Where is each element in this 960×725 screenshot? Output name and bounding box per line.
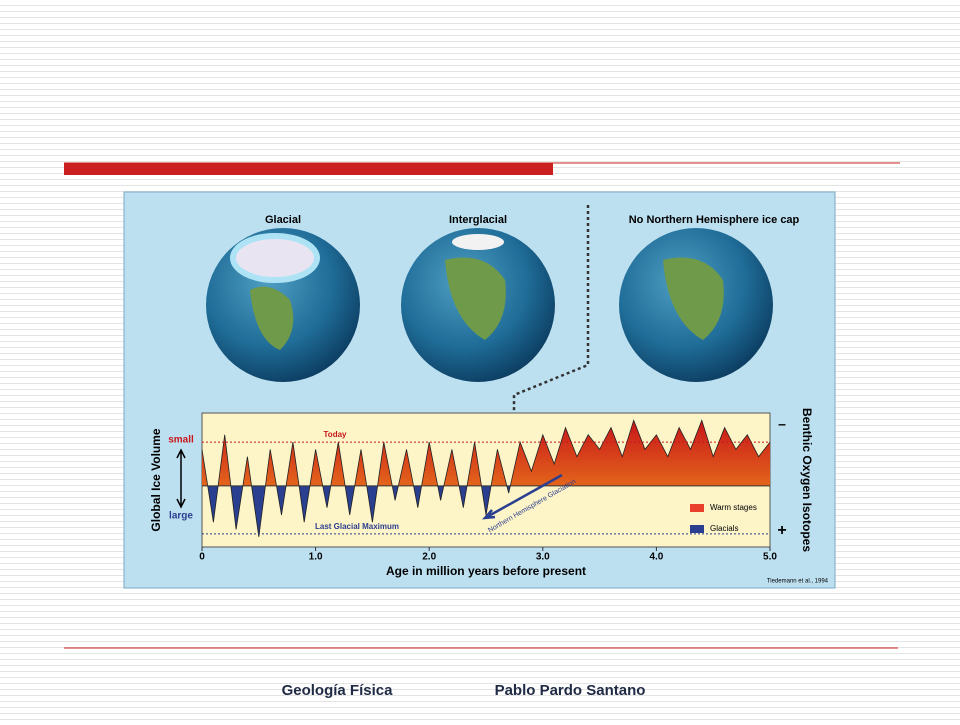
legend-swatch: [690, 504, 704, 512]
legend-swatch: [690, 525, 704, 533]
connector: [512, 205, 590, 413]
continent: [250, 286, 294, 350]
ice-sheet: [230, 233, 320, 283]
x-tick-label: 4.0: [649, 552, 663, 563]
continent: [663, 257, 724, 340]
globe-label: Glacial: [265, 214, 301, 226]
globes: [206, 228, 773, 382]
legend-label: Glacials: [710, 524, 738, 533]
x-tick-label: 3.0: [536, 552, 550, 563]
y2-axis-title: Benthic Oxygen Isotopes: [800, 408, 814, 552]
footer-author: Pablo Pardo Santano: [495, 682, 646, 699]
glaciation-arrow: [481, 473, 563, 520]
glacial-fill: [207, 486, 511, 537]
x-tick-label: 0: [199, 552, 205, 563]
y2-end-label: –: [778, 416, 786, 432]
globe-label: Interglacial: [449, 214, 507, 226]
y-axis-title: Global Ice Volume: [149, 428, 163, 531]
x-axis-title: Age in million years before present: [386, 564, 586, 578]
title-bar: [64, 163, 553, 175]
continent: [445, 257, 506, 340]
warm-fill: [202, 420, 770, 486]
ice-sheet: [452, 234, 504, 250]
x-tick-label: 5.0: [763, 552, 777, 563]
y2-end-label: +: [777, 522, 786, 539]
annotation: Today: [324, 430, 348, 439]
x-tick-label: 2.0: [422, 552, 436, 563]
y-end-label: large: [169, 511, 193, 522]
x-tick-label: 1.0: [309, 552, 323, 563]
globe-label: No Northern Hemisphere ice cap: [629, 214, 800, 226]
y-end-label: small: [168, 435, 194, 446]
footer-course: Geología Física: [282, 682, 394, 699]
y-arrow: [176, 448, 186, 509]
annotation: Last Glacial Maximum: [315, 522, 399, 531]
credit: Tiedemann et al., 1994: [767, 579, 829, 585]
legend-label: Warm stages: [710, 503, 757, 512]
